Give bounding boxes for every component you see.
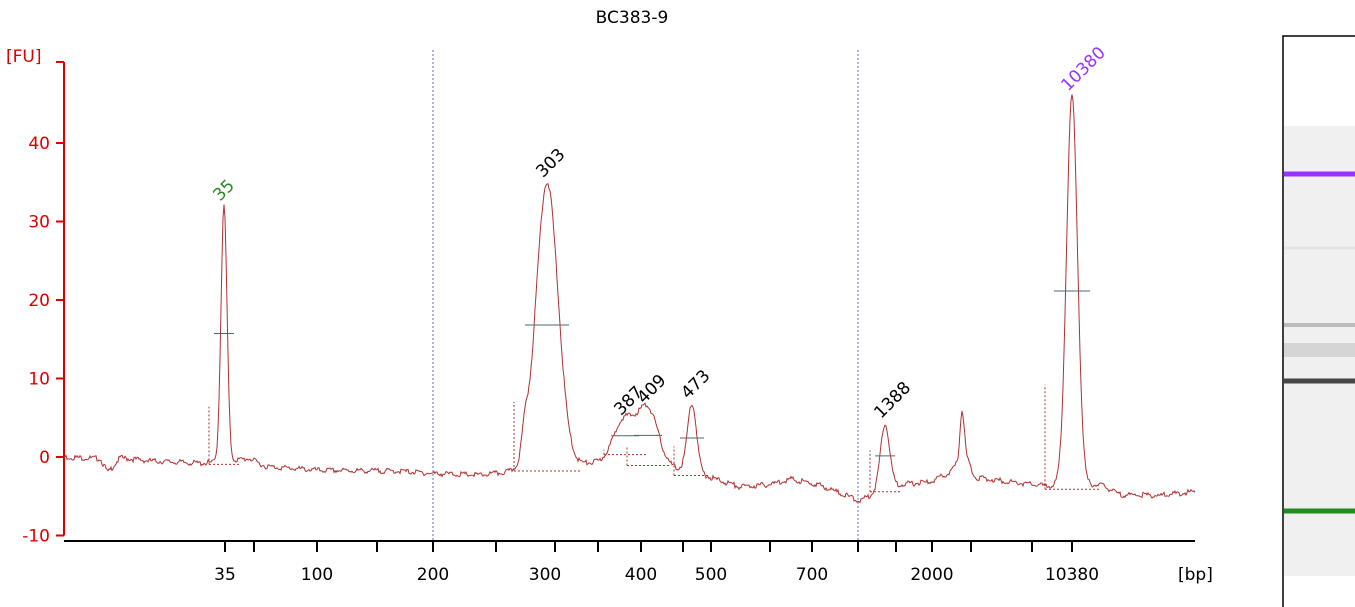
band <box>1284 323 1355 327</box>
plot-area: -10 0 10 20 30 40 35 100 200 300 400 500 700 2000 1038… <box>22 43 1196 585</box>
y-tick-label: 10 <box>28 370 50 390</box>
integration-baseline <box>603 449 646 456</box>
peak-label: 1388 <box>870 378 915 423</box>
gel-lane <box>1282 35 1355 607</box>
peak-label: 303 <box>532 145 569 182</box>
band <box>1284 343 1355 357</box>
gel-lane-background <box>1284 126 1355 576</box>
x-axis-label: [bp] <box>1178 565 1213 585</box>
x-tick-label: 100 <box>301 565 333 585</box>
integration-baseline <box>869 450 900 493</box>
band <box>1284 378 1355 384</box>
y-tick-label: 0 <box>39 448 50 468</box>
y-tick-label: -10 <box>22 527 50 547</box>
x-tick-label: 35 <box>214 565 236 585</box>
x-tick-label: 200 <box>417 565 449 585</box>
integration-baseline <box>673 446 710 477</box>
peak-label: 10380 <box>1057 43 1109 95</box>
x-tick-label: 400 <box>625 565 657 585</box>
lower-marker-band <box>1284 508 1355 514</box>
integration-baseline <box>1044 384 1099 490</box>
x-tick-label: 10380 <box>1045 565 1099 585</box>
integration-baseline <box>626 447 669 466</box>
x-tick-label: 300 <box>529 565 561 585</box>
y-tick-label: 40 <box>28 134 50 154</box>
peak-label: 473 <box>677 366 714 403</box>
y-tick-label: 20 <box>28 291 50 311</box>
y-tick-label: 30 <box>28 213 50 233</box>
electropherogram-trace <box>64 94 1196 504</box>
integration-baseline <box>513 402 580 472</box>
integration-baseline <box>208 406 239 465</box>
x-tick-label: 2000 <box>910 565 953 585</box>
upper-marker-band <box>1284 171 1355 177</box>
x-tick-label: 700 <box>796 565 828 585</box>
peak-label: 35 <box>209 176 238 205</box>
x-tick-label: 500 <box>695 565 727 585</box>
y-axis-label: [FU] <box>6 47 42 67</box>
band <box>1284 246 1355 250</box>
chart-title: BC383-9 <box>596 8 669 28</box>
